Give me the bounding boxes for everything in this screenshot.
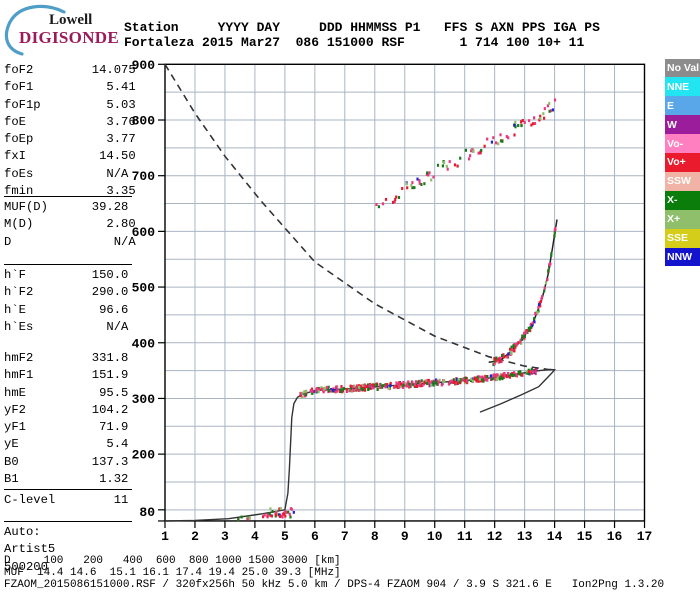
svg-text:5: 5 — [281, 529, 289, 544]
svg-text:14: 14 — [547, 529, 563, 544]
svg-text:7: 7 — [341, 529, 349, 544]
svg-text:9: 9 — [401, 529, 409, 544]
svg-text:10: 10 — [427, 529, 443, 544]
svg-text:17: 17 — [637, 529, 653, 544]
svg-text:16: 16 — [607, 529, 623, 544]
svg-text:12: 12 — [487, 529, 503, 544]
svg-text:1: 1 — [161, 529, 169, 544]
svg-text:900: 900 — [132, 58, 156, 73]
svg-text:6: 6 — [311, 529, 319, 544]
svg-text:400: 400 — [132, 336, 156, 351]
svg-text:300: 300 — [132, 392, 156, 407]
svg-text:600: 600 — [132, 225, 156, 240]
svg-text:8: 8 — [371, 529, 379, 544]
svg-text:15: 15 — [577, 529, 593, 544]
svg-text:2: 2 — [191, 529, 199, 544]
svg-text:200: 200 — [132, 448, 156, 463]
svg-text:13: 13 — [517, 529, 533, 544]
svg-text:80: 80 — [139, 505, 155, 520]
svg-text:500: 500 — [132, 281, 156, 296]
svg-text:3: 3 — [221, 529, 229, 544]
svg-text:800: 800 — [132, 114, 156, 129]
svg-text:4: 4 — [251, 529, 259, 544]
svg-text:11: 11 — [457, 529, 473, 544]
svg-text:700: 700 — [132, 169, 156, 184]
